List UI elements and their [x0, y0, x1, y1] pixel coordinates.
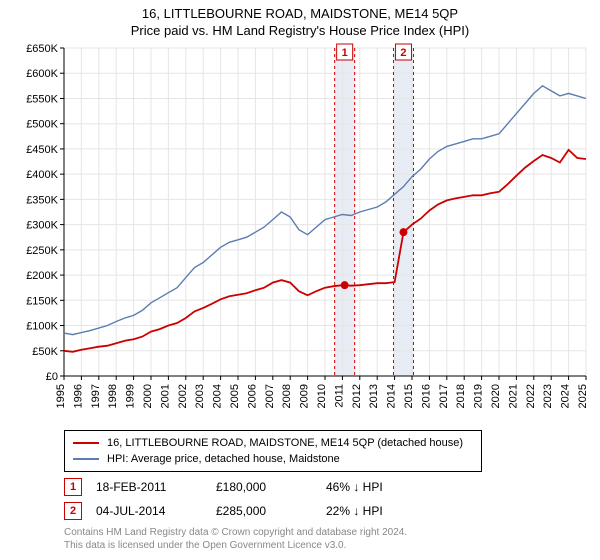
svg-text:2013: 2013 — [368, 384, 380, 408]
svg-text:2002: 2002 — [177, 384, 189, 408]
chart-title: 16, LITTLEBOURNE ROAD, MAIDSTONE, ME14 5… — [10, 6, 590, 21]
svg-text:2020: 2020 — [490, 384, 502, 408]
legend-label: 16, LITTLEBOURNE ROAD, MAIDSTONE, ME14 5… — [107, 437, 463, 449]
footer-line: Contains HM Land Registry data © Crown c… — [64, 526, 590, 539]
svg-text:£150K: £150K — [26, 295, 58, 307]
chart-area: 1 2 £0 £50K £100K £150K £200K £250K £300K £350K £4… — [10, 42, 590, 422]
svg-text:2010: 2010 — [316, 384, 328, 408]
svg-text:£250K: £250K — [26, 245, 58, 257]
svg-text:1998: 1998 — [107, 384, 119, 408]
svg-text:2000: 2000 — [142, 384, 154, 408]
svg-text:£450K: £450K — [26, 144, 58, 156]
legend-swatch — [73, 458, 99, 460]
svg-text:2011: 2011 — [333, 384, 345, 408]
svg-text:1: 1 — [342, 47, 348, 59]
sale-price: £285,000 — [216, 504, 326, 518]
svg-text:£550K: £550K — [26, 93, 58, 105]
sale-marker-icon: 2 — [64, 502, 82, 520]
footer: Contains HM Land Registry data © Crown c… — [64, 526, 590, 552]
svg-text:2014: 2014 — [386, 384, 398, 408]
svg-text:2007: 2007 — [264, 384, 276, 408]
svg-text:2017: 2017 — [438, 384, 450, 408]
svg-text:2003: 2003 — [194, 384, 206, 408]
svg-text:2: 2 — [400, 47, 406, 59]
svg-text:2001: 2001 — [159, 384, 171, 408]
svg-text:£100K: £100K — [26, 321, 58, 333]
svg-text:£350K: £350K — [26, 194, 58, 206]
svg-text:2009: 2009 — [299, 384, 311, 408]
svg-text:£600K: £600K — [26, 68, 58, 80]
svg-text:2021: 2021 — [507, 384, 519, 408]
sale-date: 18-FEB-2011 — [96, 480, 216, 494]
svg-text:£50K: £50K — [32, 346, 58, 358]
svg-text:2006: 2006 — [246, 384, 258, 408]
legend-item: HPI: Average price, detached house, Maid… — [73, 451, 473, 467]
svg-text:1999: 1999 — [125, 384, 137, 408]
svg-text:£300K: £300K — [26, 220, 58, 232]
legend-swatch — [73, 442, 99, 444]
svg-text:£500K: £500K — [26, 119, 58, 131]
svg-text:2023: 2023 — [542, 384, 554, 408]
sale-date: 04-JUL-2014 — [96, 504, 216, 518]
svg-text:2018: 2018 — [455, 384, 467, 408]
svg-text:2012: 2012 — [351, 384, 363, 408]
legend-item: 16, LITTLEBOURNE ROAD, MAIDSTONE, ME14 5… — [73, 435, 473, 451]
sale-price: £180,000 — [216, 480, 326, 494]
chart-subtitle: Price paid vs. HM Land Registry's House … — [10, 23, 590, 38]
svg-text:1995: 1995 — [55, 384, 67, 408]
svg-text:2016: 2016 — [420, 384, 432, 408]
svg-text:2024: 2024 — [560, 384, 572, 408]
svg-text:2004: 2004 — [212, 384, 224, 408]
sale-row: 1 18-FEB-2011 £180,000 46% ↓ HPI — [64, 478, 590, 496]
sale-marker-icon: 1 — [64, 478, 82, 496]
svg-text:£650K: £650K — [26, 43, 58, 55]
chart-svg: 1 2 £0 £50K £100K £150K £200K £250K £300K £350K £4… — [10, 42, 590, 422]
legend: 16, LITTLEBOURNE ROAD, MAIDSTONE, ME14 5… — [64, 430, 482, 472]
svg-text:£0: £0 — [46, 371, 58, 383]
svg-text:£200K: £200K — [26, 270, 58, 282]
sale-diff: 46% ↓ HPI — [326, 480, 416, 494]
sale-diff: 22% ↓ HPI — [326, 504, 416, 518]
svg-text:1997: 1997 — [90, 384, 102, 408]
footer-line: This data is licensed under the Open Gov… — [64, 539, 590, 552]
svg-text:2015: 2015 — [403, 384, 415, 408]
svg-text:2022: 2022 — [525, 384, 537, 408]
svg-text:2025: 2025 — [577, 384, 589, 408]
svg-text:£400K: £400K — [26, 169, 58, 181]
svg-text:2008: 2008 — [281, 384, 293, 408]
svg-text:2005: 2005 — [229, 384, 241, 408]
svg-text:1996: 1996 — [72, 384, 84, 408]
svg-text:2019: 2019 — [473, 384, 485, 408]
sale-row: 2 04-JUL-2014 £285,000 22% ↓ HPI — [64, 502, 590, 520]
legend-label: HPI: Average price, detached house, Maid… — [107, 453, 340, 465]
